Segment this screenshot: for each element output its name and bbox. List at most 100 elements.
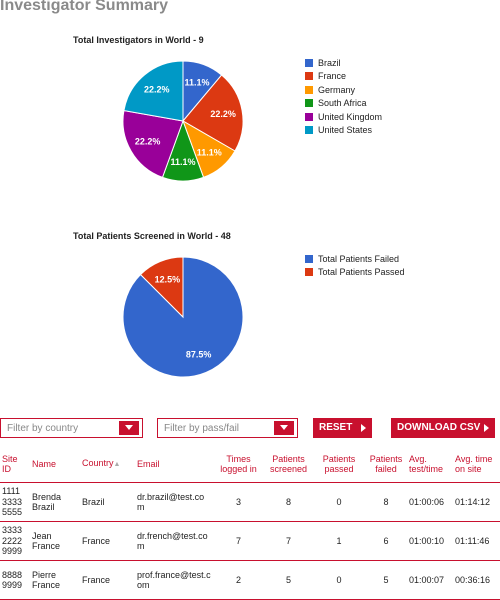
investigators-legend-item[interactable]: United Kingdom [305,110,382,124]
cell-site-id: 8888 9999 [0,560,30,600]
investigators-legend-swatch [305,99,313,108]
header-patients-passed[interactable]: Patients passed [313,446,365,483]
investigators-legend-label: South Africa [318,98,367,109]
cell-email: dr.french@test.com [135,521,213,561]
cell-patients-screened: 7 [264,521,313,561]
patients-screened-slice-label: 87.5% [186,350,212,360]
cell-avg-test-time: 01:00:10 [407,521,453,561]
sort-up-icon: ▲ [113,460,121,468]
cell-patients-screened: 8 [264,482,313,522]
table-row: 8888 9999 Pierre France France prof.fran… [0,560,500,600]
cell-patients-passed: 1 [313,521,365,561]
investigators-slice-united-states[interactable] [123,60,184,122]
cell-times-logged-in: 2 [213,560,264,600]
reset-button-label: RESET [319,422,353,433]
investigators-slice-label: 22.2% [135,136,161,146]
country-filter-placeholder: Filter by country [7,423,79,434]
patients-screened-legend-swatch [305,254,313,263]
play-arrow-icon [484,424,489,432]
pie-chart-patients-screened: 87.5% 12.5% [122,256,244,378]
header-patients-screened[interactable]: Patients screened [264,446,313,483]
cell-patients-failed: 8 [365,482,407,522]
investigators-legend-item[interactable]: United States [305,124,382,138]
cell-name: Brenda Brazil [30,482,80,522]
investigators-legend-label: United Kingdom [318,111,383,122]
legend-investigators: Brazil France Germany South Africa United Ki… [305,56,382,137]
table-row: 1111 3333 5555 Brenda Brazil Brazil dr.b… [0,482,500,522]
chart-title-patients-screened: Total Patients Screened in World - 48 [73,231,231,241]
cell-email: prof.france@test.com [135,560,213,600]
patients-screened-legend-label: Total Patients Failed [318,253,400,264]
cell-avg-test-time: 01:00:07 [407,560,453,600]
cell-avg-time-on-site: 01:14:12 [453,482,500,522]
download-csv-button[interactable]: DOWNLOAD CSV [391,418,495,438]
investigators-slice-label: 11.1% [197,147,222,157]
cell-patients-screened: 5 [264,560,313,600]
investigators-legend-swatch [305,58,313,67]
reset-button[interactable]: RESET [313,418,372,438]
passfail-filter-select[interactable]: Filter by pass/fail [157,418,298,438]
investigators-slice-france[interactable] [182,74,244,152]
cell-avg-time-on-site: 01:11:46 [453,521,500,561]
header-name[interactable]: Name [30,446,80,483]
cell-site-id: 1111 3333 5555 [0,482,30,522]
investigators-legend-label: United States [318,125,373,136]
play-arrow-icon [361,424,366,432]
cell-name: Jean France [30,521,80,561]
investigators-slice-label: 22.2% [210,109,236,119]
cell-avg-time-on-site: 00:36:16 [453,560,500,600]
cell-patients-passed: 0 [313,560,365,600]
header-site-id[interactable]: Site ID [0,446,30,483]
header-email[interactable]: Email [135,446,213,483]
cell-country: France [80,560,135,600]
country-filter-select[interactable]: Filter by country [0,418,143,438]
header-avg-test-time[interactable]: Avg. test/time [407,446,453,483]
chevron-down-icon[interactable] [119,421,139,435]
cell-site-id: 3333 2222 9999 [0,521,30,561]
cell-patients-passed: 0 [313,482,365,522]
cell-times-logged-in: 7 [213,521,264,561]
investigators-legend-label: France [318,71,347,82]
investigators-legend-item[interactable]: Brazil [305,56,382,70]
chevron-down-icon[interactable] [274,421,294,435]
investigators-legend-swatch [305,126,313,135]
investigator-table: Site ID Name Country▲ Email Times logged… [0,446,500,600]
investigators-legend-label: Brazil [318,57,341,68]
investigators-legend-label: Germany [318,84,356,95]
cell-times-logged-in: 3 [213,482,264,522]
header-country-label: Country [82,457,114,468]
investigators-legend-item[interactable]: South Africa [305,97,382,111]
patients-screened-legend-item[interactable]: Total Patients Passed [305,266,405,280]
pie-chart-investigators: 11.1%22.2%11.1%11.1%22.2%22.2% [122,60,244,182]
patients-screened-legend-item[interactable]: Total Patients Failed [305,252,405,266]
investigators-legend-swatch [305,85,313,94]
patients-screened-legend-swatch [305,268,313,277]
cell-name: Pierre France [30,560,80,600]
investigators-slice-united-kingdom[interactable] [122,110,184,179]
investigators-legend-item[interactable]: Germany [305,83,382,97]
header-avg-time-on-site[interactable]: Avg. time on site [453,446,500,483]
chart-title-investigators: Total Investigators in World - 9 [73,35,204,45]
legend-patients-screened: Total Patients Failed Total Patients Pass… [305,252,405,279]
download-csv-button-label: DOWNLOAD CSV [397,422,481,433]
cell-patients-failed: 5 [365,560,407,600]
patients-screened-legend-label: Total Patients Passed [318,267,405,278]
investigators-slice-label: 11.1% [170,157,195,167]
table-row: 3333 2222 9999 Jean France France dr.fre… [0,521,500,561]
patients-screened-slice-label: 12.5% [155,274,181,284]
filter-bar: Filter by country Filter by pass/fail RE… [0,418,500,440]
investigators-slice-label: 11.1% [184,78,209,88]
page-title: Investigator Summary [0,0,169,14]
patients-screened-slice-total-patients-passed[interactable] [139,256,184,319]
cell-email: dr.brazil@test.com [135,482,213,522]
investigators-slice-label: 22.2% [144,85,170,95]
investigators-legend-swatch [305,72,313,81]
investigators-legend-swatch [305,112,313,121]
table-header-row: Site ID Name Country▲ Email Times logged… [0,446,500,483]
header-country[interactable]: Country▲ [80,446,135,483]
investigators-legend-item[interactable]: France [305,70,382,84]
cell-country: Brazil [80,482,135,522]
header-patients-failed[interactable]: Patients failed [365,446,407,483]
header-times-logged-in[interactable]: Times logged in [213,446,264,483]
cell-country: France [80,521,135,561]
